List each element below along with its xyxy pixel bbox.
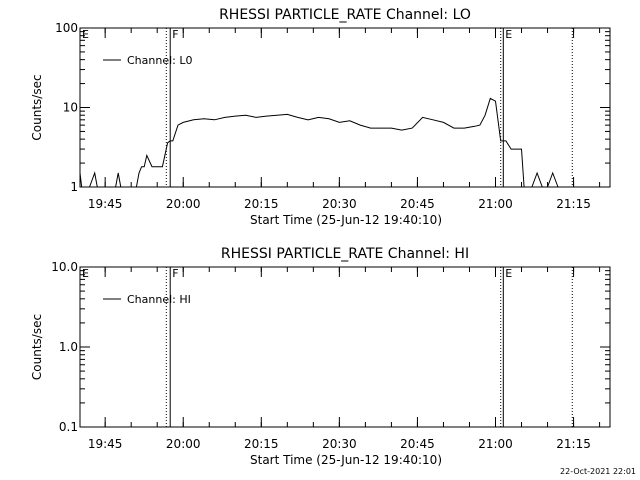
marker-label: F: [172, 28, 178, 41]
marker-label: E: [82, 267, 89, 280]
plot-frame: [79, 27, 611, 188]
legend-label: Channel: L0: [127, 54, 193, 67]
marker-label: E: [505, 267, 512, 280]
chart-title: RHESSI PARTICLE_RATE Channel: HI: [221, 246, 469, 262]
y-tick-label: 1.0: [59, 340, 78, 354]
x-tick-label: 20:00: [166, 437, 201, 451]
plot-frame: [79, 266, 611, 428]
marker-label: F: [172, 267, 178, 280]
x-tick-label: 21:00: [478, 437, 513, 451]
x-tick-label: 21:00: [478, 197, 513, 211]
y-tick-label: 10.0: [51, 260, 78, 274]
y-tick-label: 10: [63, 101, 78, 115]
x-tick-label: 19:45: [88, 197, 123, 211]
y-tick-label: 1: [70, 180, 78, 194]
marker-label: E: [505, 28, 512, 41]
y-axis-label: Counts/sec: [30, 74, 44, 140]
y-tick-label: 100: [55, 21, 78, 35]
x-tick-label: 20:00: [166, 197, 201, 211]
x-tick-label: 20:45: [400, 197, 435, 211]
marker-label: E: [82, 28, 89, 41]
x-tick-label: 20:30: [322, 197, 357, 211]
y-axis-label: Counts/sec: [30, 314, 44, 380]
x-tick-label: 19:45: [88, 437, 123, 451]
x-tick-label: 21:15: [556, 197, 591, 211]
x-tick-label: 20:45: [400, 437, 435, 451]
x-tick-label: 20:30: [322, 437, 357, 451]
y-tick-label: 0.1: [59, 420, 78, 434]
x-axis-label: Start Time (25-Jun-12 19:40:10): [250, 453, 442, 467]
x-tick-label: 20:15: [244, 437, 279, 451]
footer-date: 22-Oct-2021 22:01: [560, 467, 636, 476]
chart-title: RHESSI PARTICLE_RATE Channel: LO: [219, 7, 471, 23]
x-axis-label: Start Time (25-Jun-12 19:40:10): [250, 213, 442, 227]
series-line: [79, 97, 579, 188]
x-tick-label: 21:15: [556, 437, 591, 451]
legend-label: Channel: HI: [127, 293, 191, 306]
x-tick-label: 20:15: [244, 197, 279, 211]
